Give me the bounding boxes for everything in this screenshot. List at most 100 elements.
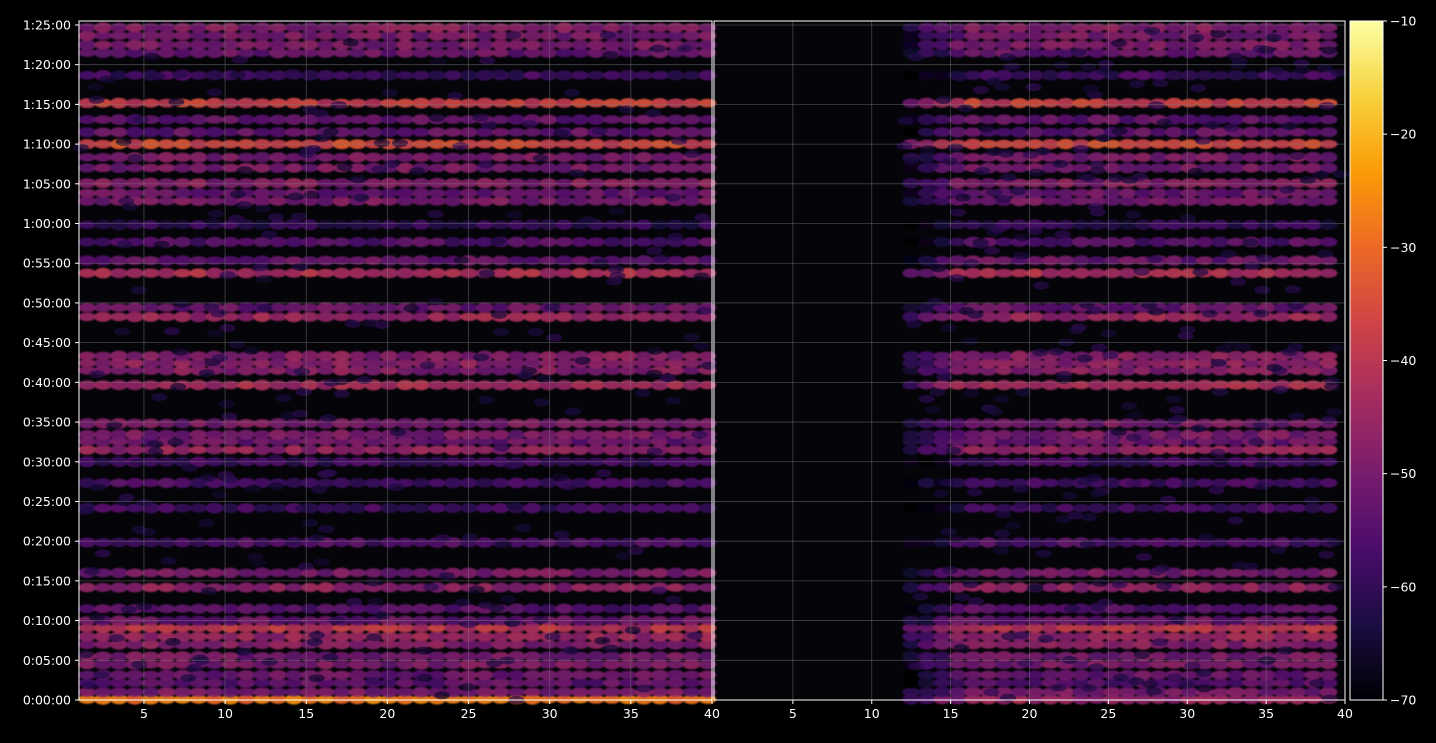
cell	[189, 568, 208, 578]
texture-cell	[1327, 583, 1344, 592]
cell	[555, 178, 574, 188]
texture-cell	[480, 121, 497, 130]
cell	[619, 48, 637, 58]
cell	[603, 419, 621, 428]
cell	[1304, 188, 1322, 198]
x-tick-label-left-30: 30	[542, 706, 558, 721]
texture-cell	[933, 489, 950, 498]
cell	[1242, 195, 1261, 207]
cell	[1288, 31, 1307, 40]
texture-cell	[93, 671, 110, 679]
cell	[364, 478, 383, 488]
cell	[1211, 687, 1230, 697]
cell	[555, 115, 574, 124]
cell	[126, 366, 144, 375]
cell	[476, 503, 494, 513]
cell	[253, 503, 271, 513]
cell	[666, 350, 685, 361]
texture-cell	[1003, 62, 1020, 71]
cell	[110, 622, 128, 634]
texture-cell	[366, 633, 383, 642]
texture-cell	[1281, 122, 1298, 131]
cell	[979, 365, 998, 376]
cell	[523, 631, 542, 642]
cell	[1273, 582, 1291, 593]
cell	[948, 237, 967, 247]
cell	[444, 178, 462, 189]
cell	[301, 436, 319, 446]
cell	[126, 256, 144, 266]
texture-cell	[665, 396, 682, 405]
cell	[603, 70, 621, 80]
cell	[979, 651, 998, 662]
texture-cell	[942, 566, 958, 575]
cell	[428, 152, 446, 163]
cell	[1057, 188, 1075, 198]
cell	[1211, 236, 1230, 248]
cell	[78, 178, 96, 189]
cell	[650, 651, 669, 662]
cell	[1319, 445, 1338, 455]
cell	[1196, 503, 1214, 513]
cell	[1165, 477, 1183, 489]
cell	[1273, 23, 1291, 32]
band-right-3770	[902, 195, 1338, 207]
cell	[428, 48, 446, 58]
cell	[979, 311, 998, 323]
cell	[157, 163, 176, 173]
texture-cell	[536, 374, 553, 383]
cell	[348, 418, 367, 429]
cell	[1149, 651, 1168, 661]
texture-cell	[1321, 46, 1338, 55]
cell	[1165, 219, 1183, 230]
y-tick-label-300: 0:05:00	[23, 653, 71, 668]
cell	[141, 568, 160, 578]
cell	[666, 418, 685, 429]
texture-cell	[1061, 491, 1078, 500]
cell	[571, 70, 589, 80]
texture-cell	[489, 69, 506, 78]
texture-cell	[1227, 516, 1244, 525]
cell	[635, 583, 653, 592]
cell	[428, 256, 446, 266]
cell	[173, 163, 192, 173]
cell	[380, 631, 399, 642]
cell	[1026, 436, 1044, 447]
cell	[1211, 604, 1230, 614]
cell	[1057, 430, 1075, 439]
cell	[1134, 568, 1152, 578]
cell	[1211, 187, 1230, 199]
cell	[1149, 365, 1168, 375]
cell	[94, 445, 112, 455]
cell	[189, 503, 208, 513]
texture-cell	[207, 209, 224, 218]
x-tick-label-left-10: 10	[217, 706, 233, 721]
texture-cell	[1088, 663, 1105, 672]
texture-cell	[986, 77, 1003, 86]
cell	[491, 694, 510, 704]
cell	[539, 358, 558, 368]
texture-cell	[236, 166, 253, 175]
cell	[157, 303, 176, 312]
cell	[917, 220, 936, 230]
cell	[571, 687, 589, 698]
cell	[348, 582, 367, 593]
texture-cell	[1327, 537, 1343, 546]
cell	[476, 39, 494, 51]
texture-cell	[1242, 238, 1259, 247]
band-left-2965	[78, 302, 717, 313]
texture-cell	[533, 398, 550, 407]
cell	[396, 152, 415, 163]
cell	[476, 651, 494, 662]
cell	[189, 311, 208, 323]
cell	[995, 444, 1013, 456]
cell	[933, 127, 951, 137]
cell	[1103, 445, 1121, 455]
cell	[1304, 418, 1322, 429]
texture-cell	[1287, 301, 1304, 310]
texture-cell	[1215, 344, 1232, 353]
texture-cell	[1072, 145, 1089, 154]
cell	[1087, 23, 1106, 32]
texture-cell	[94, 549, 111, 558]
texture-cell	[206, 88, 223, 97]
